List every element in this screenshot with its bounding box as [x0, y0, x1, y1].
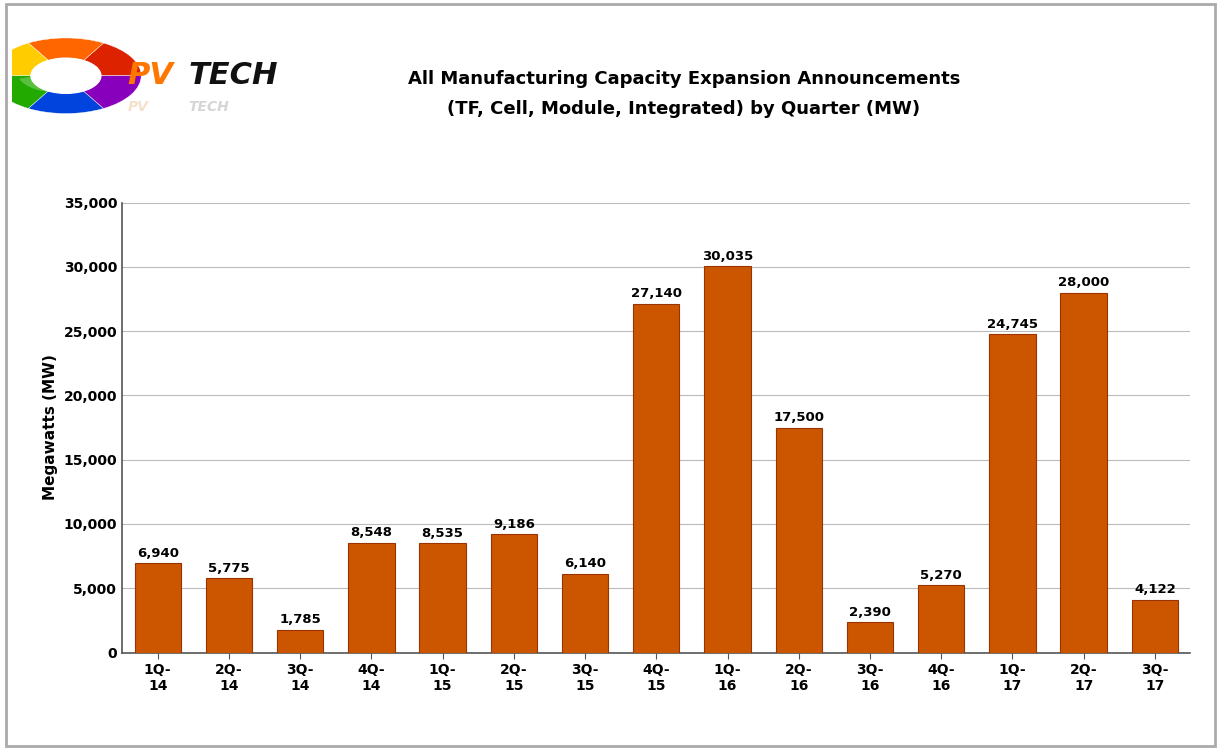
Text: (TF, Cell, Module, Integrated) by Quarter (MW): (TF, Cell, Module, Integrated) by Quarte…: [447, 100, 921, 118]
Wedge shape: [0, 76, 49, 109]
Bar: [1132, 599, 1178, 652]
Bar: [705, 266, 751, 652]
Wedge shape: [83, 43, 142, 76]
Text: 8,535: 8,535: [421, 526, 464, 539]
Text: All Manufacturing Capacity Expansion Announcements: All Manufacturing Capacity Expansion Ann…: [408, 70, 960, 88]
Bar: [134, 563, 181, 652]
Wedge shape: [20, 72, 96, 92]
Bar: [420, 543, 465, 652]
Wedge shape: [83, 76, 142, 109]
Text: 24,745: 24,745: [987, 318, 1038, 332]
Text: 1,785: 1,785: [280, 614, 321, 626]
Text: 4,122: 4,122: [1134, 584, 1176, 596]
Bar: [1061, 292, 1106, 652]
Bar: [277, 629, 324, 652]
Text: 30,035: 30,035: [702, 250, 753, 263]
Bar: [918, 585, 965, 652]
Text: PV: PV: [128, 62, 173, 90]
Text: 5,775: 5,775: [208, 562, 250, 575]
Text: 17,500: 17,500: [773, 411, 824, 424]
Bar: [562, 574, 608, 652]
Bar: [775, 427, 822, 652]
Bar: [634, 304, 679, 652]
Bar: [491, 535, 537, 652]
Text: 28,000: 28,000: [1059, 276, 1109, 290]
Bar: [348, 542, 394, 652]
Y-axis label: Megawatts (MW): Megawatts (MW): [43, 355, 59, 500]
Text: 6,140: 6,140: [564, 557, 606, 570]
Text: 2,390: 2,390: [849, 605, 891, 619]
Wedge shape: [28, 91, 104, 113]
Text: TECH: TECH: [188, 100, 228, 114]
Bar: [206, 578, 252, 652]
Text: PV: PV: [128, 100, 149, 114]
Bar: [989, 334, 1035, 652]
Wedge shape: [28, 38, 104, 61]
Text: 6,940: 6,940: [137, 547, 178, 560]
Text: 27,140: 27,140: [631, 287, 681, 300]
Text: 9,186: 9,186: [493, 518, 535, 531]
Text: 8,548: 8,548: [350, 526, 392, 539]
Bar: [847, 622, 893, 652]
Circle shape: [31, 58, 101, 93]
Text: TECH: TECH: [188, 62, 277, 90]
Text: 5,270: 5,270: [921, 568, 962, 581]
Wedge shape: [0, 43, 49, 76]
